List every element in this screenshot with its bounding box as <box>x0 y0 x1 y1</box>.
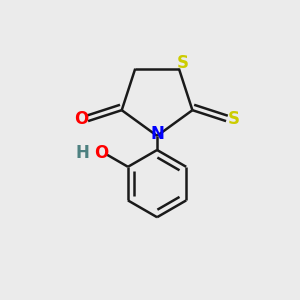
Text: O: O <box>75 110 89 128</box>
Text: N: N <box>151 125 165 143</box>
Text: S: S <box>177 54 189 72</box>
Text: S: S <box>228 110 240 128</box>
Text: H: H <box>76 144 89 162</box>
Text: O: O <box>94 144 108 162</box>
